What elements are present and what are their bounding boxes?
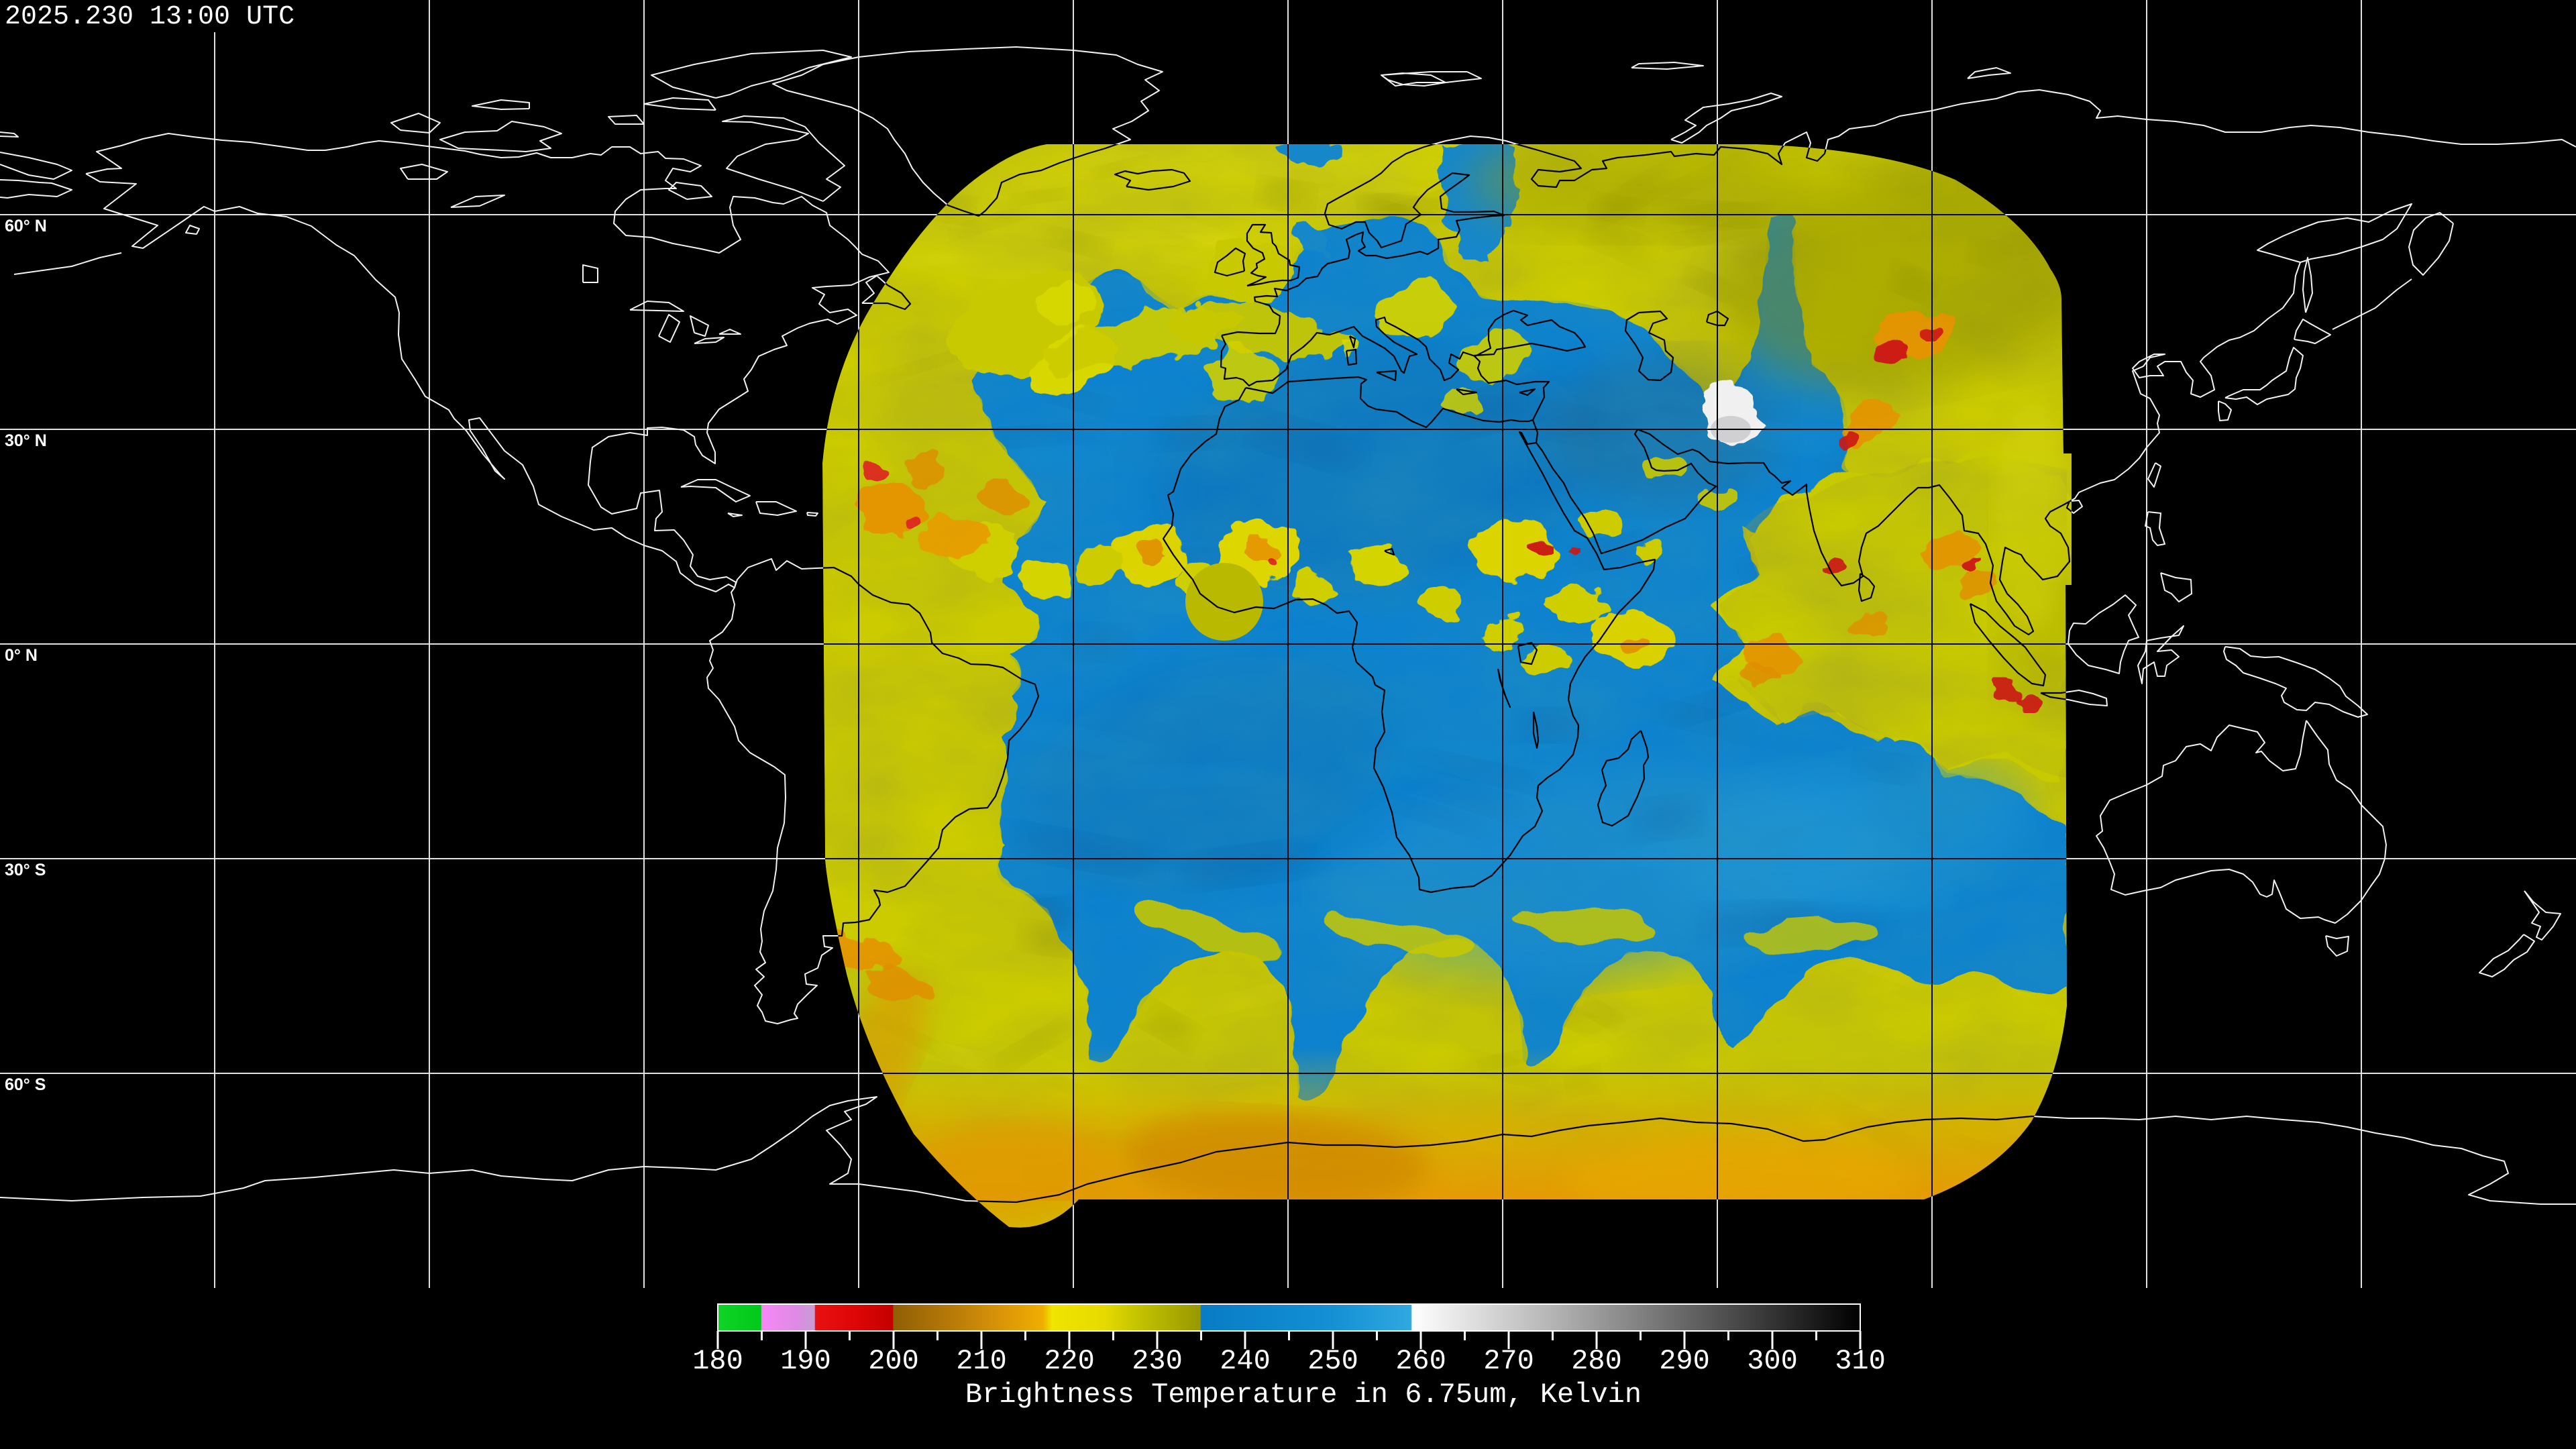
svg-text:30° N: 30° N (5, 431, 47, 450)
svg-text:290: 290 (1659, 1345, 1710, 1377)
svg-text:60° S: 60° S (5, 1075, 46, 1094)
svg-text:280: 280 (1571, 1345, 1622, 1377)
svg-text:180: 180 (692, 1345, 743, 1377)
svg-text:210: 210 (956, 1345, 1007, 1377)
svg-text:60° N: 60° N (5, 217, 47, 235)
svg-text:300: 300 (1747, 1345, 1798, 1377)
svg-text:0° N: 0° N (5, 646, 38, 665)
svg-text:260: 260 (1395, 1345, 1446, 1377)
svg-text:310: 310 (1835, 1345, 1886, 1377)
svg-text:250: 250 (1307, 1345, 1358, 1377)
svg-text:270: 270 (1483, 1345, 1534, 1377)
svg-text:230: 230 (1132, 1345, 1183, 1377)
svg-text:240: 240 (1220, 1345, 1271, 1377)
svg-text:2025.230 13:00 UTC: 2025.230 13:00 UTC (5, 2, 294, 32)
svg-text:Brightness Temperature in 6.75: Brightness Temperature in 6.75um, Kelvin (965, 1379, 1642, 1411)
svg-text:200: 200 (868, 1345, 919, 1377)
svg-text:220: 220 (1044, 1345, 1095, 1377)
svg-text:30° S: 30° S (5, 861, 46, 879)
svg-text:190: 190 (780, 1345, 831, 1377)
